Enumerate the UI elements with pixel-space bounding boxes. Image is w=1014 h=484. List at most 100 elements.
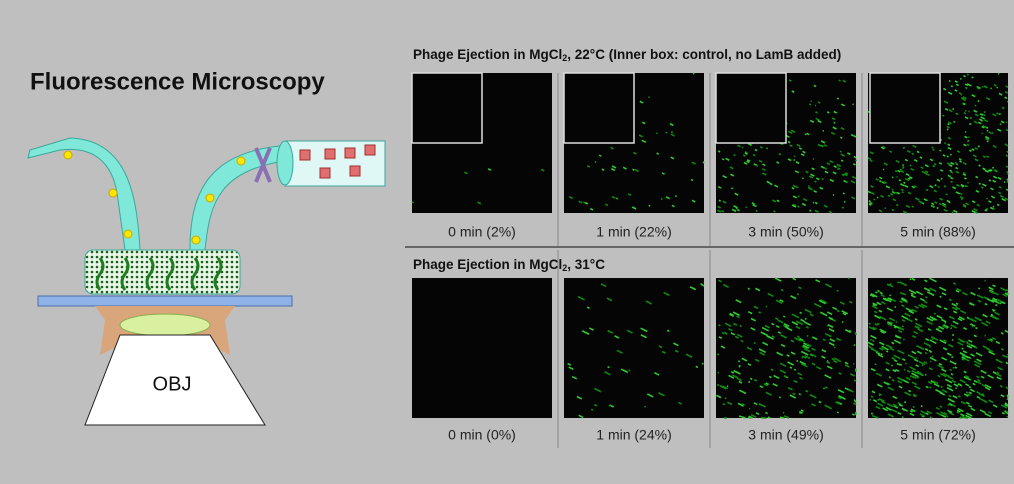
fluor-spot: [1004, 197, 1009, 201]
fluor-spot: [691, 199, 696, 203]
fluor-spot: [910, 294, 917, 299]
fluor-spot: [722, 283, 729, 288]
fluor-spot: [833, 121, 836, 124]
fluor-spot: [870, 347, 879, 353]
fluor-spot: [928, 349, 932, 353]
fluor-spot: [832, 126, 837, 130]
fluor-spot: [939, 197, 943, 201]
fluor-spot: [938, 161, 943, 165]
fluor-spot: [964, 130, 967, 133]
fluor-spot: [938, 286, 947, 292]
fluor-spot: [760, 331, 769, 337]
fluor-spot: [967, 181, 969, 184]
fluor-spot: [868, 322, 871, 325]
fluor-spot: [907, 318, 913, 323]
fluor-spot: [1006, 415, 1009, 418]
fluor-spot: [819, 311, 828, 317]
fluor-spot: [987, 169, 992, 173]
fluor-spot: [951, 379, 957, 384]
fluor-spot: [1000, 331, 1004, 335]
fluor-spot: [804, 133, 807, 136]
fluor-spot: [824, 386, 828, 389]
fluor-spot: [964, 177, 967, 180]
fluor-spot: [946, 162, 951, 166]
fluor-spot: [799, 311, 802, 315]
fluor-spot: [789, 394, 797, 399]
fluor-spot: [965, 414, 972, 419]
fluor-spot: [730, 173, 735, 177]
fluor-spot: [936, 314, 943, 320]
fluor-spot: [804, 321, 812, 326]
fluor-spot: [783, 375, 788, 378]
fluor-spot: [1002, 293, 1008, 298]
fluor-spot: [655, 132, 658, 135]
fluor-spot: [889, 347, 895, 351]
fluor-spot: [978, 392, 985, 398]
fluor-spot: [946, 125, 950, 129]
fluor-spot: [902, 210, 908, 214]
fluor-spot: [726, 385, 729, 388]
fluor-spot: [968, 339, 973, 343]
fluor-spot: [883, 297, 892, 303]
fluor-spot: [1005, 128, 1009, 132]
fluor-spot: [931, 202, 935, 206]
fluor-spot: [1006, 173, 1009, 175]
fluor-spot: [670, 133, 675, 137]
fluor-spot: [1006, 180, 1009, 183]
fluor-spot: [869, 151, 874, 155]
fluor-spot: [909, 366, 917, 371]
fluor-spot: [978, 182, 981, 185]
fluor-spot: [906, 150, 911, 154]
fluor-spot: [958, 92, 962, 95]
fluor-spot: [986, 140, 989, 143]
fluor-spot: [870, 191, 875, 195]
fluor-spot: [878, 176, 883, 180]
fluor-spot: [980, 369, 987, 375]
fluor-spot: [826, 111, 830, 114]
fluor-spot: [800, 362, 808, 368]
fluor-spot: [992, 371, 997, 375]
fluor-spot: [729, 166, 734, 170]
fluor-spot: [678, 401, 683, 405]
fluor-spot: [844, 329, 852, 334]
fluor-spot: [790, 129, 796, 133]
fluor-spot: [935, 328, 943, 333]
fluor-spot: [883, 381, 890, 386]
fluor-spot: [838, 372, 842, 375]
fluor-spot: [823, 144, 828, 147]
fluor-spot: [887, 194, 891, 198]
fluor-spot: [886, 307, 894, 312]
fluor-spot: [722, 200, 727, 204]
fluor-spot: [959, 379, 967, 384]
fluor-spot: [734, 192, 739, 196]
fluor-spot: [1006, 150, 1009, 154]
fluor-spot: [1001, 106, 1005, 110]
fluor-spot: [966, 73, 969, 76]
fluor-spot: [971, 200, 976, 204]
fluor-spot: [986, 129, 989, 132]
fluor-spot: [899, 281, 907, 287]
fluor-spot: [809, 119, 815, 123]
fluor-spot: [900, 188, 904, 192]
fluor-spot: [972, 154, 977, 158]
fluor-spot: [1000, 347, 1005, 351]
fluor-spot: [737, 360, 741, 363]
fluor-spot: [941, 292, 947, 296]
fluor-spot: [903, 368, 906, 371]
fluor-spot: [826, 365, 833, 370]
clamp: [254, 147, 272, 183]
fluor-spot: [885, 350, 889, 353]
fluor-spot: [903, 181, 906, 184]
fluor-spot: [892, 403, 897, 407]
fluor-spot: [804, 355, 811, 360]
fluor-spot: [796, 143, 801, 147]
fluor-spot: [962, 173, 967, 177]
fluor-spot: [886, 322, 893, 327]
fluor-spot: [718, 279, 722, 283]
fluor-spot: [943, 87, 947, 91]
fluor-spot: [936, 178, 941, 182]
fluor-spot: [871, 339, 875, 343]
fluor-spot: [853, 344, 856, 347]
fluor-spot: [998, 92, 1003, 96]
